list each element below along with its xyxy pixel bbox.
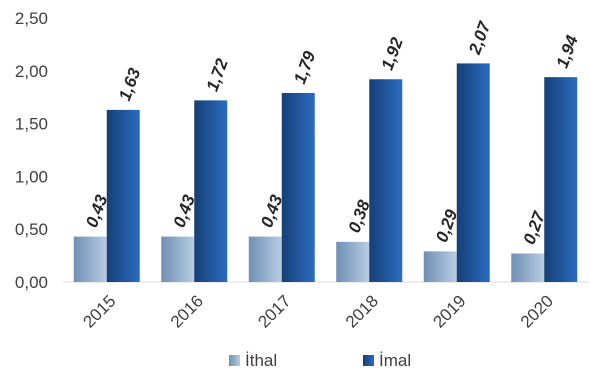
x-tick-label: 2020 [517,291,557,331]
x-tick-label: 2018 [342,291,382,331]
bar-imal-2018 [369,79,403,282]
x-tick-label: 2015 [79,291,119,331]
legend-swatch-imal [363,355,374,366]
y-tick-label: 2,50 [15,9,48,28]
legend-label-imal: İmal [379,351,411,370]
data-label-imal-2016: 1,72 [203,56,232,94]
x-tick-label: 2016 [167,291,207,331]
legend-label-ithal: İthal [245,351,277,370]
bar-ithal-2019 [423,251,457,282]
y-tick-label: 1,50 [15,115,48,134]
legend-swatch-ithal [229,355,240,366]
bar-imal-2020 [544,77,578,282]
y-axis: 0,00 0,50 1,00 1,50 2,00 2,50 [15,9,48,292]
bar-ithal-2016 [161,236,195,282]
y-tick-label: 0,50 [15,220,48,239]
y-tick-label: 0,00 [15,273,48,292]
y-tick-label: 1,00 [15,167,48,186]
bar-ithal-2020 [511,253,545,282]
bar-imal-2015 [106,109,140,282]
bar-ithal-2017 [248,236,282,282]
bar-imal-2016 [194,100,228,282]
bar-imal-2017 [281,92,315,282]
data-label-imal-2020: 1,94 [553,32,582,70]
bar-imal-2019 [456,63,490,282]
x-axis: 2015 2016 2017 2018 2019 2020 [63,281,588,332]
data-label-imal-2018: 1,92 [378,35,407,73]
x-tick-label: 2019 [429,291,469,331]
data-label-imal-2015: 1,63 [115,65,144,103]
data-label-imal-2017: 1,79 [290,48,319,86]
data-labels: 0,431,630,431,720,431,790,381,920,292,07… [82,18,582,247]
y-tick-label: 2,00 [15,62,48,81]
bar-ithal-2015 [73,236,107,282]
x-tick-label: 2017 [254,291,294,331]
legend: İthal İmal [229,351,411,370]
bars [73,63,578,282]
bar-ithal-2018 [336,241,370,282]
data-label-imal-2019: 2,07 [465,18,495,58]
